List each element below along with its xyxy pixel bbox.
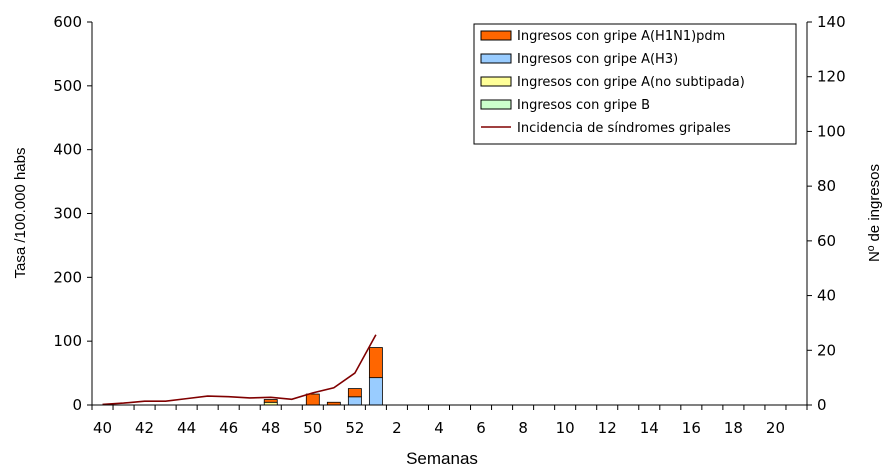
legend-label-gripe-b: Ingresos con gripe B xyxy=(517,98,650,113)
legend-label-no-subtipada: Ingresos con gripe A(no subtipada) xyxy=(517,75,745,90)
left-tick-label: 200 xyxy=(53,268,82,286)
x-tick-label: 2 xyxy=(392,419,402,437)
x-tick-label: 42 xyxy=(135,419,154,437)
x-tick-label: 14 xyxy=(640,419,659,437)
legend-swatch-gripe-b xyxy=(480,99,512,110)
x-tick-label: 4 xyxy=(434,419,444,437)
legend-swatch-no-subtipada xyxy=(480,76,512,87)
bar-h1n1 xyxy=(305,393,320,406)
legend-swatch-h3 xyxy=(480,53,512,64)
right-axis-title: Nº de ingresos xyxy=(866,164,882,262)
bars-group xyxy=(263,347,383,406)
right-tick-label: 80 xyxy=(817,177,836,195)
x-tick-label: 16 xyxy=(682,419,701,437)
right-tick-label: 100 xyxy=(817,122,846,140)
x-tick-label: 6 xyxy=(476,419,486,437)
right-tick-label: 60 xyxy=(817,232,836,250)
bar-h3 xyxy=(347,396,362,406)
legend-label-incidencia: Incidencia de síndromes gripales xyxy=(517,121,731,136)
incidence-line-group xyxy=(102,334,377,406)
incidence-line xyxy=(102,334,377,406)
bar-h1n1 xyxy=(263,399,278,403)
x-tick-label: 12 xyxy=(598,419,617,437)
x-axis-title: Semanas xyxy=(406,449,478,468)
left-tick-label: 300 xyxy=(53,205,82,223)
bar-h1n1 xyxy=(347,388,362,398)
left-axis-title: Tasa /100.000 habs xyxy=(12,148,29,279)
legend-label-h1n1: Ingresos con gripe A(H1N1)pdm xyxy=(517,29,725,44)
x-tick-label: 50 xyxy=(303,419,322,437)
right-tick-label: 120 xyxy=(817,68,846,86)
left-tick-label: 400 xyxy=(53,141,82,159)
right-tick-label: 140 xyxy=(817,13,846,31)
x-tick-label: 52 xyxy=(345,419,364,437)
x-tick-label: 8 xyxy=(518,419,528,437)
x-tick-label: 48 xyxy=(261,419,280,437)
right-tick-label: 0 xyxy=(817,396,827,414)
left-tick-label: 500 xyxy=(53,77,82,95)
x-tick-label: 18 xyxy=(724,419,743,437)
left-tick-label: 600 xyxy=(53,13,82,31)
x-tick-label: 44 xyxy=(177,419,196,437)
right-tick-label: 20 xyxy=(817,341,836,359)
right-tick-label: 40 xyxy=(817,287,836,305)
x-tick-label: 46 xyxy=(219,419,238,437)
bar-h1n1 xyxy=(368,347,383,379)
left-tick-label: 0 xyxy=(72,396,82,414)
bar-h3 xyxy=(368,377,383,406)
left-tick-label: 100 xyxy=(53,332,82,350)
legend-label-h3: Ingresos con gripe A(H3) xyxy=(517,52,678,67)
axes-group: 0 100 200 300 400 500 600 0 20 40 60 80 100 120 140 40 4… xyxy=(53,13,845,437)
x-tick-label: 20 xyxy=(766,419,785,437)
legend: Ingresos con gripe A(H1N1)pdm Ingresos c… xyxy=(473,23,797,145)
legend-swatch-h1n1 xyxy=(480,30,512,41)
x-tick-label: 40 xyxy=(93,419,112,437)
x-tick-label: 10 xyxy=(556,419,575,437)
legend-box xyxy=(473,23,797,145)
